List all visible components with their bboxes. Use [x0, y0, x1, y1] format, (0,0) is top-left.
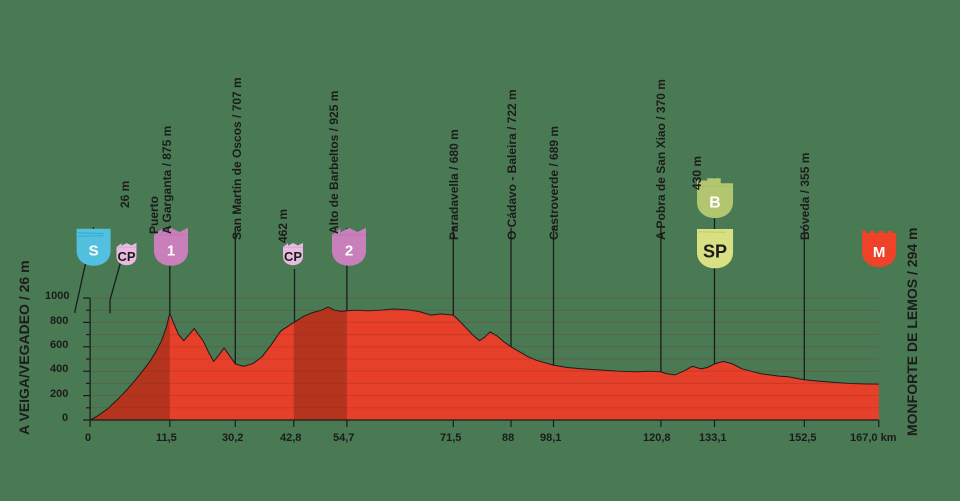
svg-text:S: S: [89, 243, 99, 260]
svg-text:2: 2: [345, 243, 353, 260]
svg-text:M: M: [873, 244, 886, 261]
svg-text:CP: CP: [284, 249, 302, 264]
svg-text:SP: SP: [703, 242, 727, 262]
svg-text:B: B: [709, 194, 720, 211]
svg-text:1: 1: [167, 243, 175, 260]
svg-text:CP: CP: [118, 249, 136, 264]
